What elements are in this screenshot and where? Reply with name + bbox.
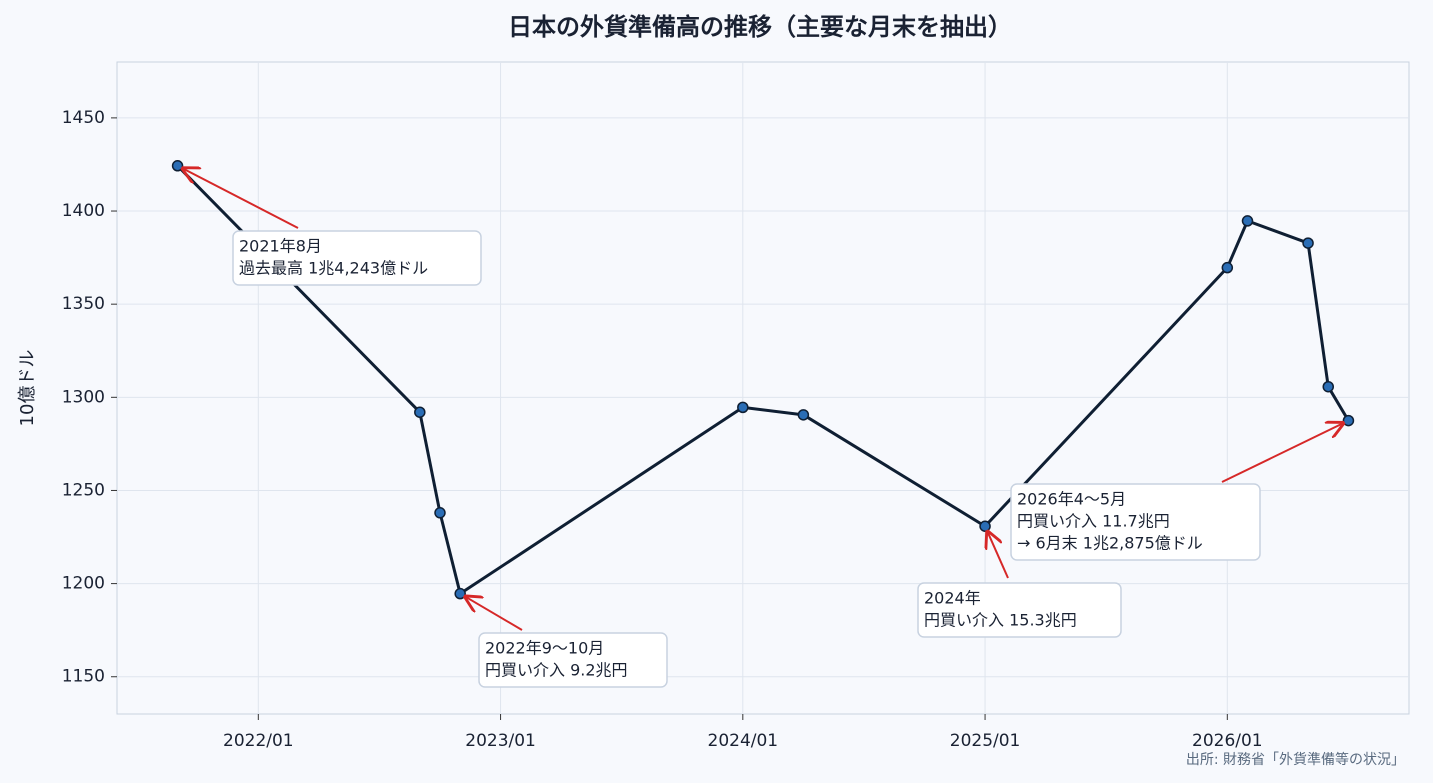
annotation-text: → 6月末 1兆2,875億ドル bbox=[1017, 534, 1203, 553]
plot-area bbox=[116, 61, 1410, 715]
annotation-text: 円買い介入 11.7兆円 bbox=[1017, 512, 1170, 531]
annotation-box bbox=[1010, 483, 1261, 561]
data-point bbox=[737, 401, 749, 414]
data-point bbox=[1322, 380, 1334, 393]
x-tick-label: 2025/01 bbox=[950, 731, 1021, 751]
source-note: 出所: 財務省「外貨準備等の状況」 bbox=[1186, 751, 1405, 768]
chart-title: 日本の外貨準備高の推移（主要な月末を抽出） bbox=[508, 13, 1012, 41]
y-tick-label: 1300 bbox=[62, 387, 105, 407]
x-tick-label: 2022/01 bbox=[223, 731, 294, 751]
data-point bbox=[1241, 215, 1254, 227]
data-point bbox=[414, 406, 426, 418]
annotation-box bbox=[917, 582, 1122, 638]
y-tick-label: 1200 bbox=[62, 574, 105, 594]
annotation-text: 2026年4〜5月 bbox=[1017, 490, 1126, 509]
y-tick-label: 1400 bbox=[62, 201, 105, 221]
y-tick-label: 1150 bbox=[62, 667, 105, 687]
y-tick-label: 1450 bbox=[62, 108, 105, 128]
y-tick-label: 1250 bbox=[62, 480, 105, 500]
x-tick-label: 2023/01 bbox=[465, 731, 536, 751]
x-tick-label: 2026/01 bbox=[1192, 731, 1263, 751]
annotation-text: 2021年8月 bbox=[239, 237, 322, 256]
data-point bbox=[979, 520, 991, 532]
data-line bbox=[176, 164, 1350, 596]
annotation-arrow bbox=[1221, 423, 1343, 483]
annotation-box bbox=[232, 230, 482, 286]
data-point bbox=[1221, 261, 1234, 274]
annotation-arrow bbox=[465, 597, 523, 631]
annotation-text: 2022年9〜10月 bbox=[485, 639, 604, 658]
data-point bbox=[434, 507, 446, 519]
annotation-box bbox=[478, 632, 668, 688]
annotation-text: 過去最高 1兆4,243億ドル bbox=[239, 259, 428, 278]
annotation-text: 円買い介入 15.3兆円 bbox=[924, 611, 1077, 630]
data-point bbox=[1302, 237, 1314, 249]
data-point bbox=[454, 587, 466, 600]
annotation-text: 円買い介入 9.2兆円 bbox=[485, 661, 628, 680]
data-point bbox=[797, 409, 810, 421]
y-axis-label: 10億ドル bbox=[17, 350, 38, 427]
y-tick-label: 1350 bbox=[62, 294, 105, 314]
annotation-text: 2024年 bbox=[924, 589, 981, 608]
grid bbox=[117, 62, 1409, 714]
annotation-arrow bbox=[183, 169, 299, 229]
data-point bbox=[171, 160, 184, 172]
x-tick-label: 2024/01 bbox=[708, 731, 779, 751]
data-point bbox=[1342, 414, 1355, 427]
annotation-arrow bbox=[987, 532, 1009, 579]
